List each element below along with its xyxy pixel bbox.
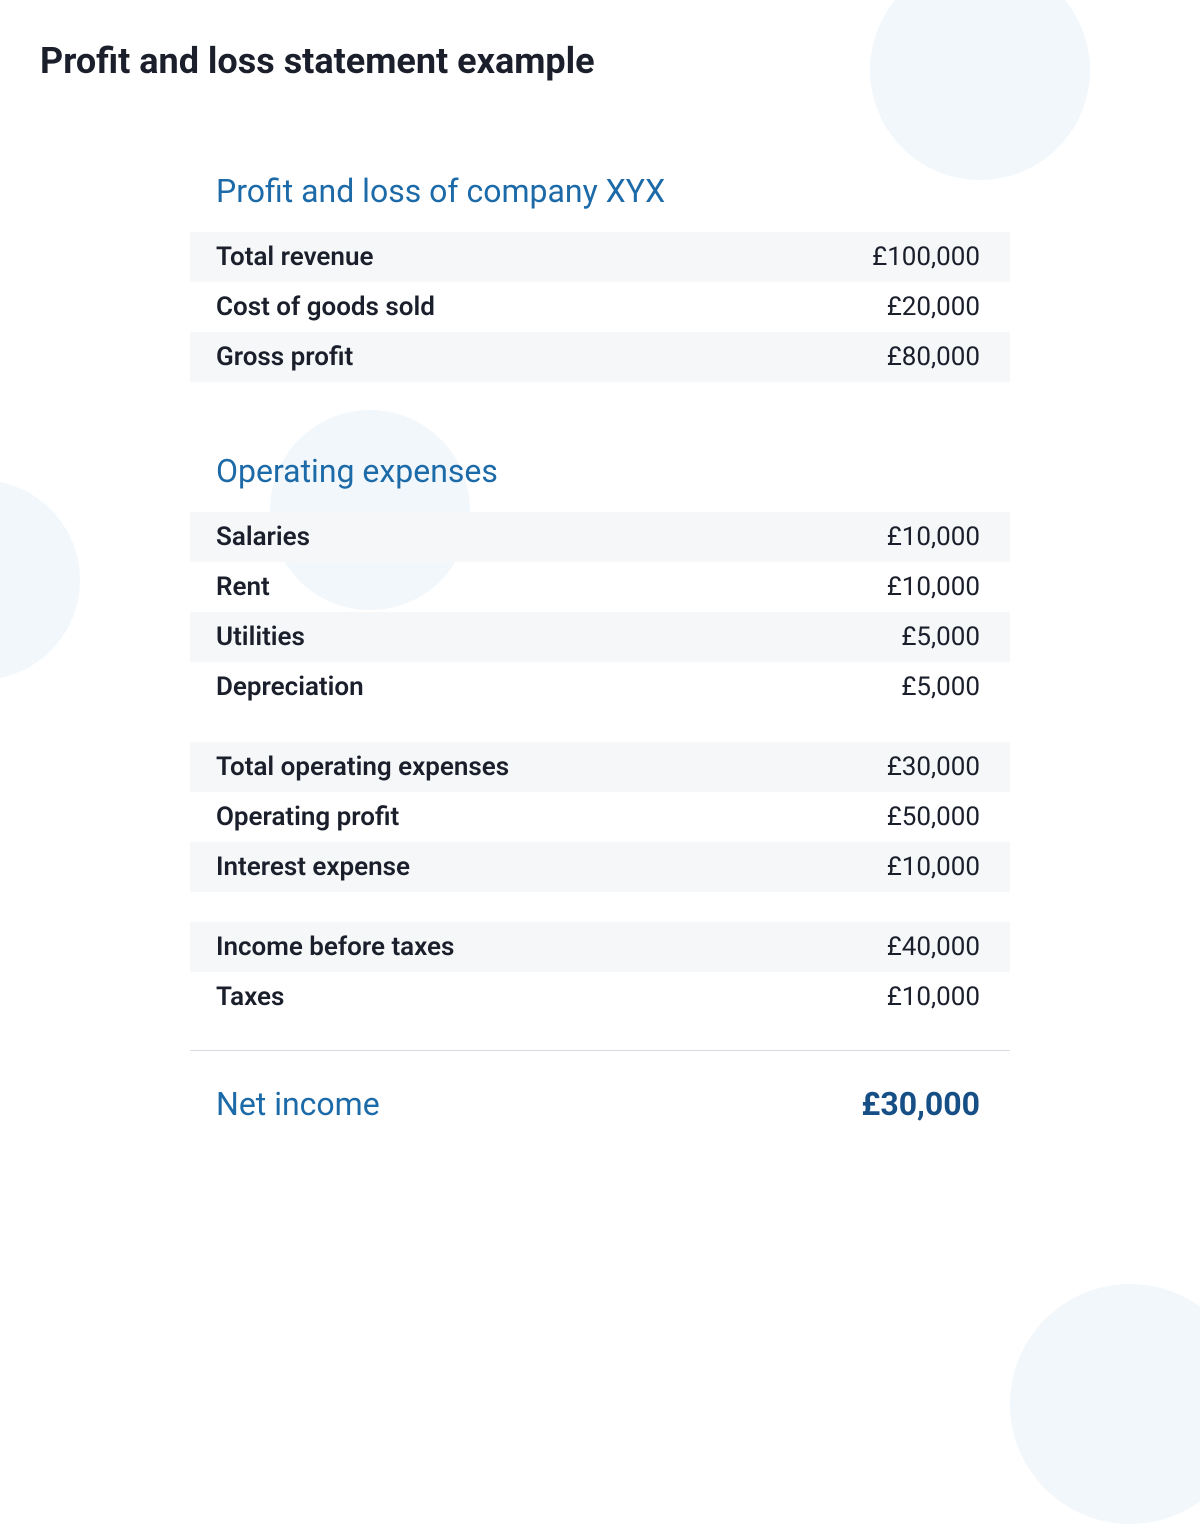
row-label: Operating profit <box>216 802 399 832</box>
row-value: £10,000 <box>887 572 980 602</box>
row-label: Total operating expenses <box>216 752 509 782</box>
row-label: Total revenue <box>216 242 373 272</box>
row-label: Cost of goods sold <box>216 292 435 322</box>
row-label: Depreciation <box>216 672 364 702</box>
decorative-circle <box>0 480 80 680</box>
row-value: £10,000 <box>887 852 980 882</box>
table-row: Depreciation £5,000 <box>190 662 1010 712</box>
row-value: £30,000 <box>887 752 980 782</box>
table-row: Taxes £10,000 <box>190 972 1010 1022</box>
table-row: Utilities £5,000 <box>190 612 1010 662</box>
net-income-row: Net income £30,000 <box>190 1051 1010 1123</box>
table-row: Total revenue £100,000 <box>190 232 1010 282</box>
table-row: Cost of goods sold £20,000 <box>190 282 1010 332</box>
decorative-circle <box>1010 1284 1200 1524</box>
row-value: £20,000 <box>887 292 980 322</box>
net-income-value: £30,000 <box>861 1085 980 1123</box>
row-label: Gross profit <box>216 342 353 372</box>
table-row: Operating profit £50,000 <box>190 792 1010 842</box>
row-value: £100,000 <box>872 242 980 272</box>
table-row: Interest expense £10,000 <box>190 842 1010 892</box>
table-row: Gross profit £80,000 <box>190 332 1010 382</box>
table-row: Salaries £10,000 <box>190 512 1010 562</box>
net-income-label: Net income <box>216 1085 380 1123</box>
section-title-operating-expenses: Operating expenses <box>190 452 1010 512</box>
table-row: Rent £10,000 <box>190 562 1010 612</box>
row-label: Rent <box>216 572 270 602</box>
section-title-profit-loss: Profit and loss of company XYX <box>190 172 1010 232</box>
table-row: Total operating expenses £30,000 <box>190 742 1010 792</box>
row-value: £50,000 <box>887 802 980 832</box>
row-value: £40,000 <box>887 932 980 962</box>
row-label: Income before taxes <box>216 932 454 962</box>
page-title: Profit and loss statement example <box>0 0 1200 82</box>
statement-sheet: Profit and loss of company XYX Total rev… <box>190 172 1010 1123</box>
row-value: £80,000 <box>887 342 980 372</box>
row-label: Interest expense <box>216 852 410 882</box>
row-label: Utilities <box>216 622 305 652</box>
row-value: £10,000 <box>887 522 980 552</box>
row-label: Taxes <box>216 982 284 1012</box>
row-label: Salaries <box>216 522 310 552</box>
row-value: £5,000 <box>901 672 980 702</box>
row-value: £5,000 <box>901 622 980 652</box>
row-value: £10,000 <box>887 982 980 1012</box>
table-row: Income before taxes £40,000 <box>190 922 1010 972</box>
